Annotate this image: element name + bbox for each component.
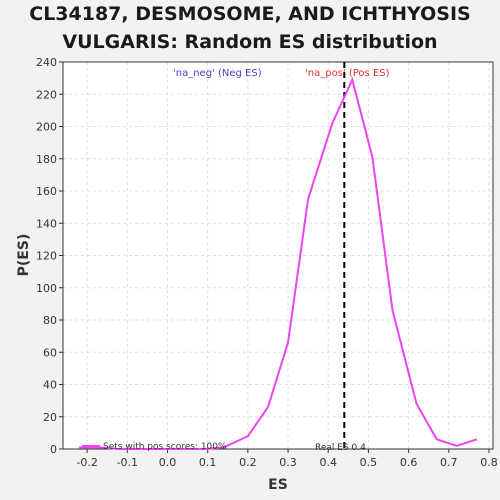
- x-tick-label: 0.4: [319, 456, 337, 469]
- x-tick-label: 0.0: [159, 456, 177, 469]
- real-es-label: Real ES 0.4: [315, 443, 366, 453]
- y-tick-label: 40: [43, 379, 57, 392]
- x-tick-label: 0.2: [239, 456, 257, 469]
- pos-es-label: 'na_pos' (Pos ES): [305, 68, 390, 79]
- y-tick-label: 0: [50, 443, 57, 456]
- y-axis-ticks: 0 20 40 60 80 100 120 140 160 180 200 220 240: [36, 56, 63, 456]
- neg-es-label: 'na_neg' (Neg ES): [173, 68, 262, 79]
- x-tick-label: 0.3: [279, 456, 297, 469]
- y-tick-label: 120: [36, 250, 57, 263]
- grid: [63, 61, 493, 450]
- x-tick-label: 0.7: [440, 456, 458, 469]
- x-axis-ticks: -0.2 -0.1 0.0 0.1 0.2 0.3 0.4 0.5 0.6 0.7 0.8: [76, 449, 498, 469]
- x-tick-label: 0.6: [400, 456, 418, 469]
- y-tick-label: 20: [43, 411, 57, 424]
- x-tick-label: -0.1: [117, 456, 138, 469]
- y-tick-label: 60: [43, 346, 57, 359]
- y-tick-label: 140: [36, 217, 57, 230]
- series-line: [79, 76, 478, 450]
- x-tick-label: 0.5: [360, 456, 378, 469]
- y-tick-label: 200: [36, 121, 57, 134]
- x-tick-label: 0.8: [480, 456, 498, 469]
- legend-label: Sets with pos scores: 100%: [103, 442, 227, 452]
- x-axis-label: ES: [268, 477, 288, 493]
- y-tick-label: 240: [36, 56, 57, 69]
- chart-title-line2: VULGARIS: Random ES distribution: [62, 31, 438, 53]
- y-tick-label: 160: [36, 185, 57, 198]
- chart-title-line1: CL34187, DESMOSOME, AND ICHTHYOSIS: [29, 3, 471, 25]
- y-tick-label: 220: [36, 88, 57, 101]
- x-tick-label: -0.2: [76, 456, 97, 469]
- y-tick-label: 180: [36, 153, 57, 166]
- x-tick-label: 0.1: [199, 456, 217, 469]
- plot-background: [63, 62, 493, 449]
- y-tick-label: 100: [36, 282, 57, 295]
- y-axis-label: P(ES): [16, 234, 32, 277]
- plot-frame: [62, 61, 494, 450]
- y-tick-label: 80: [43, 314, 57, 327]
